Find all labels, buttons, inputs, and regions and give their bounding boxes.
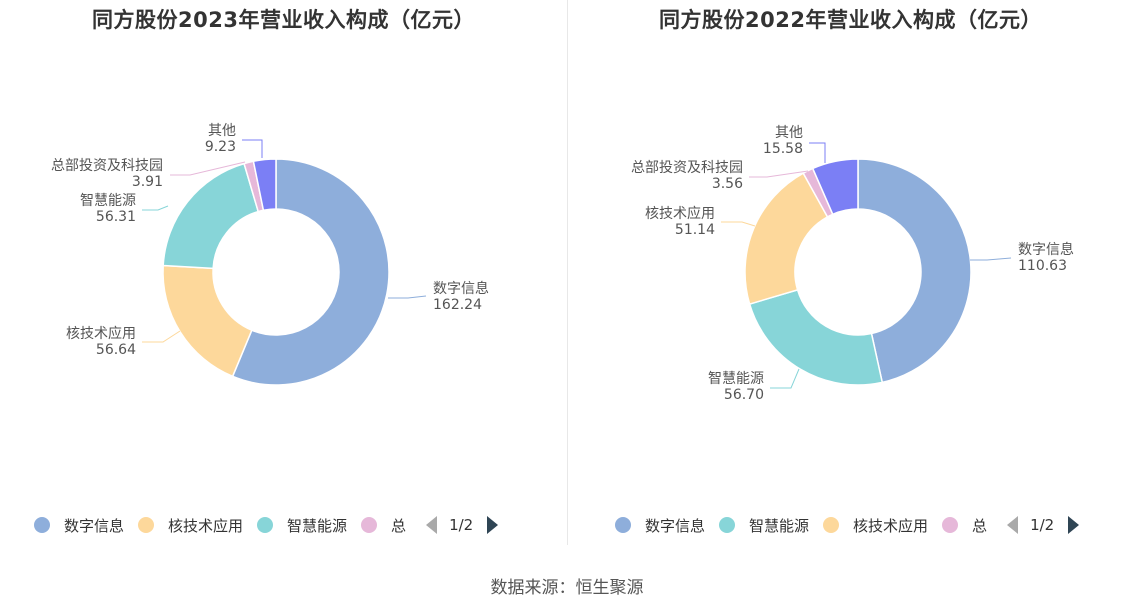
label-leader-line [170,161,246,176]
donut-slice-5[interactable] [811,158,859,216]
chart-title-2022: 同方股份2022年营业收入构成（亿元） [659,8,1042,32]
legend-item[interactable]: 总 [942,515,987,536]
legend-prev-page-icon[interactable] [426,516,438,534]
legend-item[interactable]: 核技术应用 [138,515,243,536]
label-leader-line [242,139,263,158]
legend-item[interactable]: 智慧能源 [257,515,347,536]
donut-slice-2[interactable] [162,264,253,378]
legend-item[interactable]: 核技术应用 [823,515,928,536]
legend-label: 总 [972,516,988,535]
chart-panel-2022: 同方股份2022年营业收入构成（亿元） 数字信息 110.63 智慧能源 56.70 核… [567,0,1134,545]
slice-label-name: 智慧能源 [80,193,136,209]
legend-2023: 数字信息 核技术应用 智慧能源 总 1/2 [34,510,499,540]
donut-slice-5[interactable] [252,158,277,212]
legend-label: 智慧能源 [287,516,348,535]
legend-marker [257,517,274,533]
label-leader-line [770,368,800,389]
slice-label-value: 51.14 [675,222,715,238]
legend-item[interactable]: 总 [361,515,406,536]
slice-label-value: 56.31 [96,209,136,225]
chart-panel-2023: 同方股份2023年营业收入构成（亿元） 数字信息 162.24 核技术应用 56.64… [0,0,567,545]
label-leader-line [721,221,756,227]
legend-page-indicator: 1/2 [449,516,474,534]
slice-label-value: 15.58 [763,141,803,157]
label-leader-line [142,330,181,343]
legend-2022: 数字信息 智慧能源 核技术应用 总 1/2 [615,510,1080,540]
label-leader-line [388,295,427,299]
legend-next-page-icon[interactable] [487,516,499,534]
donut-slice-3[interactable] [744,172,829,305]
label-leader-line [970,257,1012,261]
legend-marker [823,517,840,533]
donut-slice-2[interactable] [748,288,884,386]
slice-label-name: 数字信息 [433,280,489,297]
legend-label: 核技术应用 [853,516,929,535]
donut-slice-3[interactable] [162,162,260,270]
legend-page-indicator: 1/2 [1030,516,1055,534]
slice-label-name: 总部投资及科技园 [51,158,163,174]
slice-label-name: 核技术应用 [66,325,136,342]
donut-slice-1[interactable] [857,158,972,384]
legend-prev-page-icon[interactable] [1007,516,1019,534]
slice-label-name: 数字信息 [1018,241,1074,258]
slice-label-value: 3.91 [132,174,163,190]
legend-item[interactable]: 智慧能源 [719,515,809,536]
slice-label-value: 56.70 [724,387,764,403]
legend-marker [361,517,378,533]
legend-label: 智慧能源 [749,516,810,535]
legend-pager: 1/2 [420,516,499,534]
legend-marker [719,517,736,533]
legend-marker [615,517,631,533]
slice-label-value: 110.63 [1018,258,1067,274]
slice-label-name: 智慧能源 [708,371,764,387]
slice-label-name: 核技术应用 [645,205,715,222]
chart-title-2023: 同方股份2023年营业收入构成（亿元） [92,8,475,32]
slice-label-value: 162.24 [433,297,482,313]
legend-item[interactable]: 数字信息 [34,515,124,536]
slice-label-value: 56.64 [96,342,136,358]
legend-label: 数字信息 [64,516,125,535]
legend-marker [942,517,959,533]
legend-next-page-icon[interactable] [1068,516,1080,534]
legend-label: 数字信息 [645,516,706,535]
donut-slice-1[interactable] [231,158,390,386]
legend-pager: 1/2 [1001,516,1080,534]
slice-label-name: 其他 [208,123,236,139]
legend-marker [34,517,50,533]
legend-label: 总 [391,516,407,535]
slice-label-value: 3.56 [712,176,743,192]
legend-item[interactable]: 数字信息 [615,515,705,536]
panel-divider [567,0,568,545]
legend-label: 核技术应用 [168,516,244,535]
data-source-note: 数据来源：恒生聚源 [490,578,644,598]
slice-label-name: 总部投资及科技园 [631,160,743,176]
label-leader-line [809,142,826,163]
slice-label-name: 其他 [775,125,803,141]
slice-label-value: 9.23 [205,139,236,155]
label-leader-line [749,170,809,178]
legend-marker [138,517,155,533]
label-leader-line [142,205,169,211]
